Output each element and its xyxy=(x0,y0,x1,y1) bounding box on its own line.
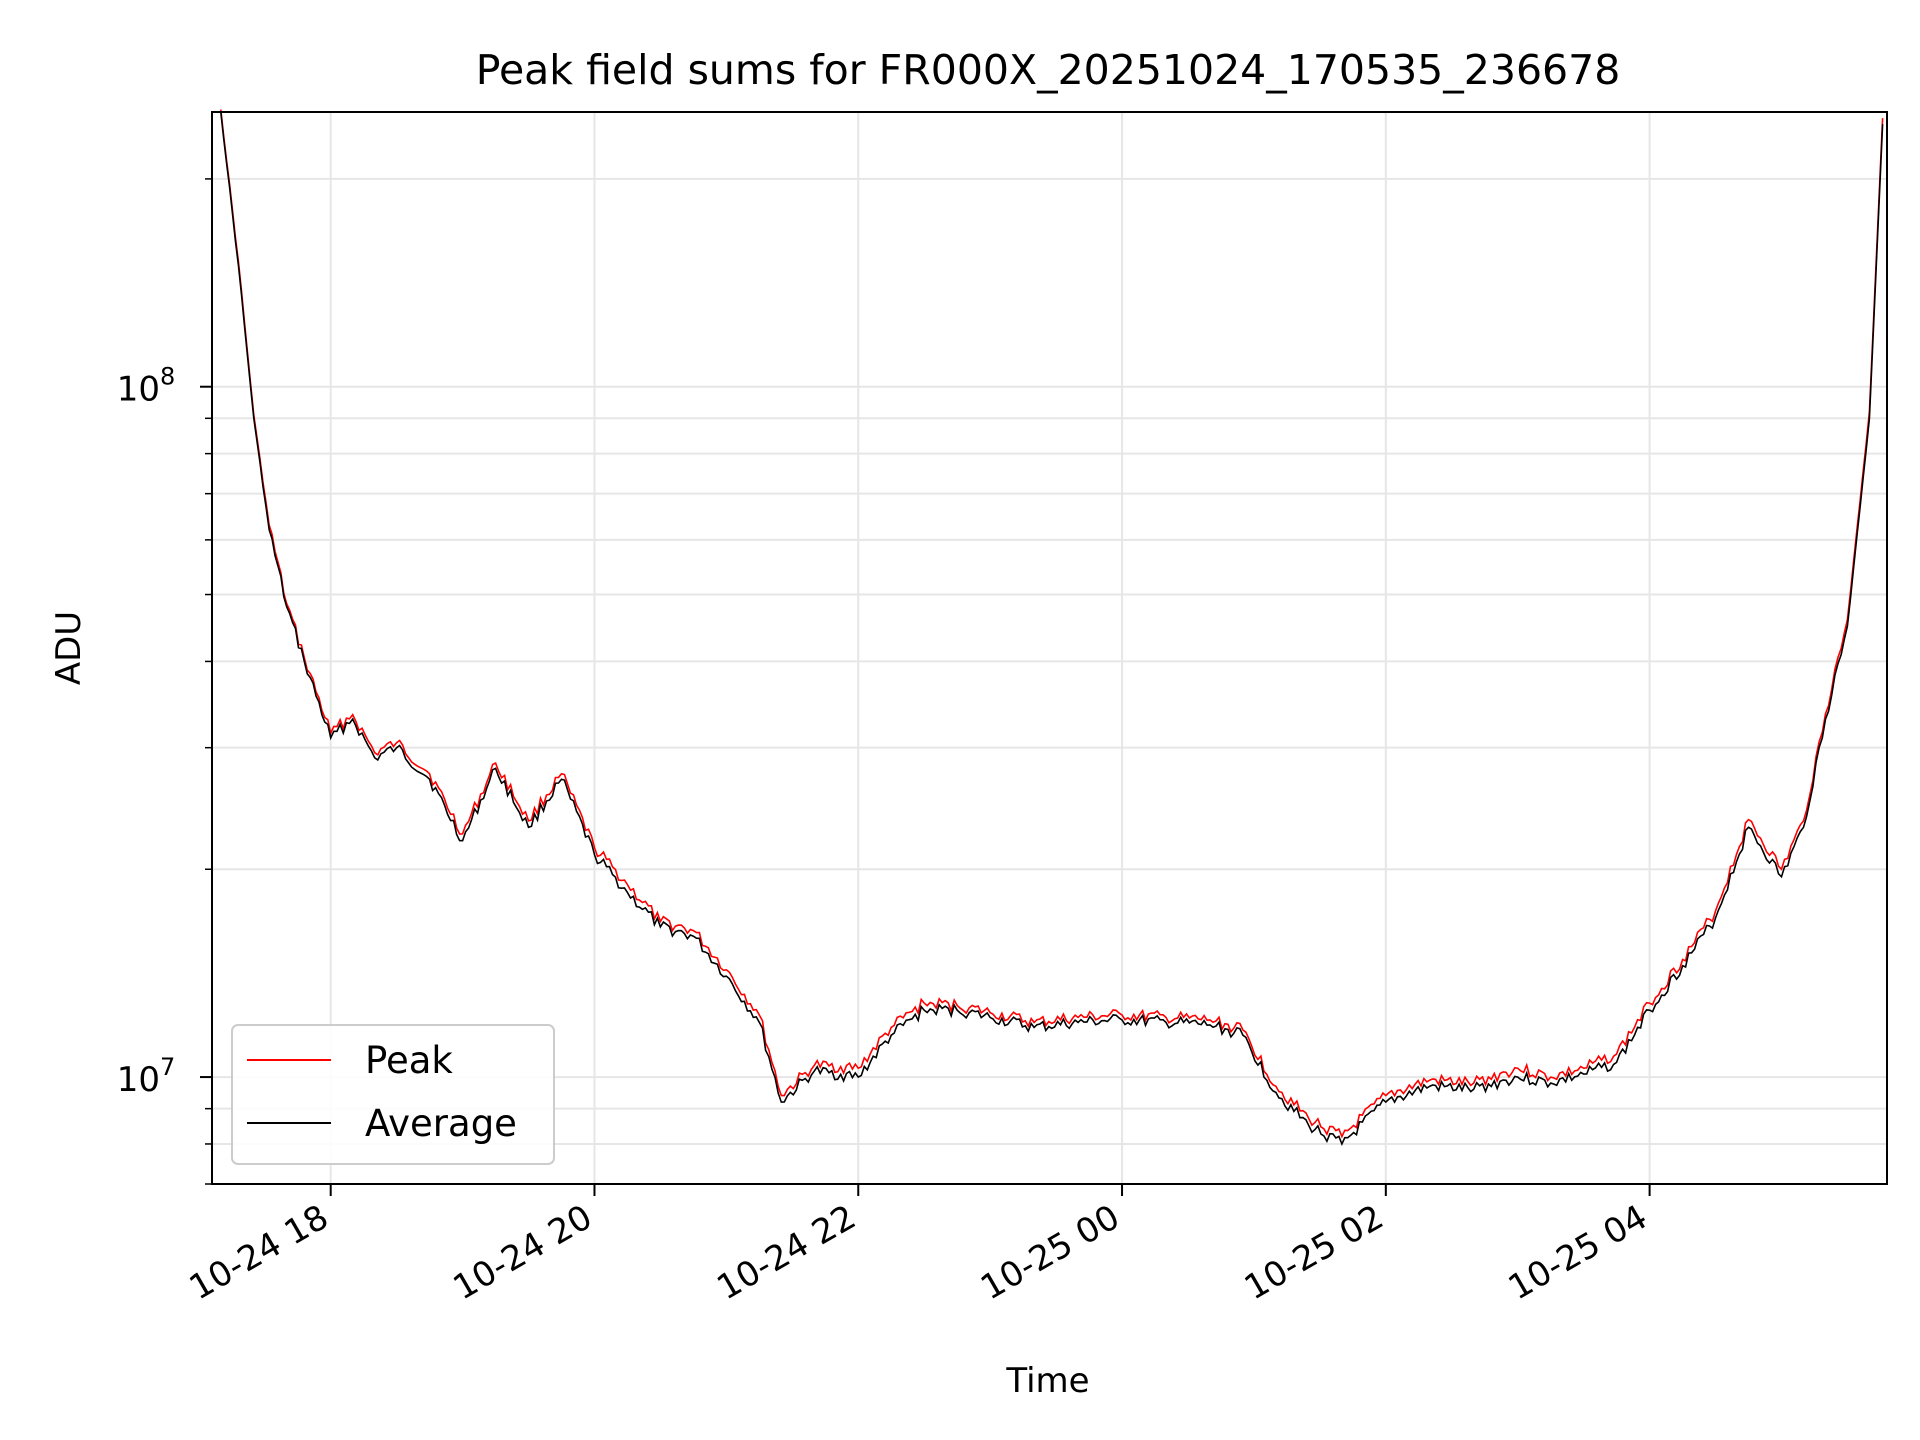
y-tick-label: 108 xyxy=(117,363,176,410)
series-line-average xyxy=(220,111,1884,1147)
chart-title: Peak field sums for FR000X_20251024_1705… xyxy=(476,46,1621,94)
plot-frame xyxy=(211,111,1888,1185)
series-line-peak xyxy=(220,109,1884,1139)
y-axis: 107 108 xyxy=(117,178,212,1185)
legend-label-average: Average xyxy=(365,1102,517,1145)
series-lines xyxy=(220,109,1884,1147)
legend-label-peak: Peak xyxy=(365,1039,453,1082)
legend: Peak Average xyxy=(231,1024,555,1165)
x-axis-label: Time xyxy=(1005,1361,1089,1401)
y-tick-label: 107 xyxy=(117,1053,176,1100)
y-axis-label: ADU xyxy=(49,611,89,685)
